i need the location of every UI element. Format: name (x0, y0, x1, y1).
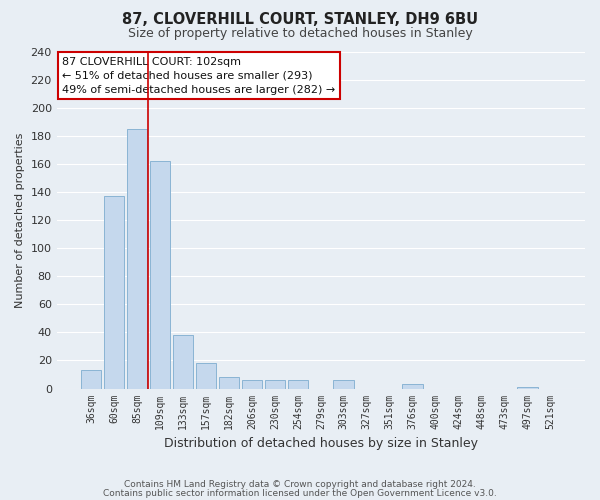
Bar (242, 380, 262, 388)
X-axis label: Distribution of detached houses by size in Stanley: Distribution of detached houses by size … (164, 437, 478, 450)
Text: 87, CLOVERHILL COURT, STANLEY, DH9 6BU: 87, CLOVERHILL COURT, STANLEY, DH9 6BU (122, 12, 478, 28)
Text: Contains HM Land Registry data © Crown copyright and database right 2024.: Contains HM Land Registry data © Crown c… (124, 480, 476, 489)
Bar (403, 384, 423, 388)
Y-axis label: Number of detached properties: Number of detached properties (15, 132, 25, 308)
Text: 87 CLOVERHILL COURT: 102sqm
← 51% of detached houses are smaller (293)
49% of se: 87 CLOVERHILL COURT: 102sqm ← 51% of det… (62, 56, 335, 94)
Bar (149, 161, 170, 388)
Bar (218, 378, 239, 388)
Bar (173, 335, 193, 388)
Bar (265, 380, 285, 388)
Bar (517, 387, 538, 388)
Text: Contains public sector information licensed under the Open Government Licence v3: Contains public sector information licen… (103, 488, 497, 498)
Bar (80, 370, 101, 388)
Bar (196, 364, 216, 388)
Bar (287, 380, 308, 388)
Bar (334, 380, 354, 388)
Bar (127, 128, 148, 388)
Bar (104, 196, 124, 388)
Text: Size of property relative to detached houses in Stanley: Size of property relative to detached ho… (128, 28, 472, 40)
